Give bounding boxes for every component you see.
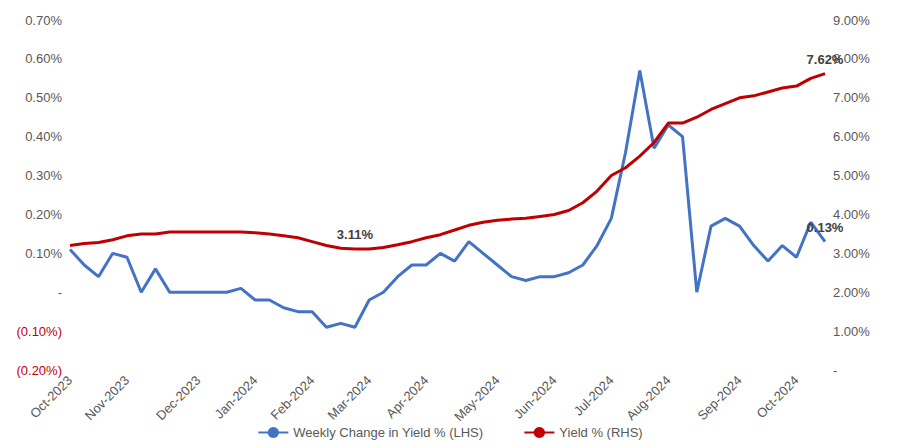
svg-text:7.00%: 7.00% — [833, 90, 870, 105]
svg-text:7.62%: 7.62% — [807, 52, 844, 67]
svg-text:Oct-2024: Oct-2024 — [753, 373, 801, 421]
svg-text:Jan-2024: Jan-2024 — [212, 373, 261, 422]
svg-text:Nov-2023: Nov-2023 — [82, 373, 132, 423]
svg-text:(0.10%): (0.10%) — [16, 324, 62, 339]
svg-text:0.20%: 0.20% — [25, 207, 62, 222]
svg-text:Weekly Change in Yield % (LHS): Weekly Change in Yield % (LHS) — [293, 425, 483, 440]
svg-text:0.10%: 0.10% — [25, 246, 62, 261]
svg-text:Oct-2023: Oct-2023 — [27, 373, 75, 421]
svg-text:Aug-2024: Aug-2024 — [623, 373, 673, 423]
svg-text:Jul-2024: Jul-2024 — [571, 373, 617, 419]
svg-text:1.00%: 1.00% — [833, 324, 870, 339]
svg-text:0.50%: 0.50% — [25, 90, 62, 105]
svg-text:Apr-2024: Apr-2024 — [383, 373, 431, 421]
svg-text:0.40%: 0.40% — [25, 129, 62, 144]
svg-text:9.00%: 9.00% — [833, 13, 870, 28]
svg-text:Jun-2024: Jun-2024 — [511, 373, 560, 422]
svg-text:8.00%: 8.00% — [833, 51, 870, 67]
svg-text:0.13%: 0.13% — [807, 220, 844, 235]
svg-text:4.00%: 4.00% — [833, 206, 870, 222]
svg-text:3.00%: 3.00% — [833, 246, 870, 261]
svg-text:(0.20%): (0.20%) — [16, 363, 62, 378]
svg-text:0.70%: 0.70% — [25, 13, 62, 28]
svg-text:2.00%: 2.00% — [833, 285, 870, 300]
svg-text:6.00%: 6.00% — [833, 129, 870, 144]
svg-text:0.30%: 0.30% — [25, 168, 62, 183]
svg-text:0.60%: 0.60% — [25, 51, 62, 66]
svg-text:Mar-2024: Mar-2024 — [325, 373, 375, 423]
svg-text:5.00%: 5.00% — [833, 168, 870, 183]
svg-text:May-2024: May-2024 — [451, 373, 502, 424]
svg-text:Sep-2024: Sep-2024 — [694, 373, 744, 423]
svg-text:-: - — [833, 363, 837, 378]
svg-text:Feb-2024: Feb-2024 — [268, 373, 318, 423]
svg-text:Dec-2023: Dec-2023 — [153, 373, 203, 423]
svg-text:-: - — [58, 285, 62, 300]
svg-text:3.11%: 3.11% — [337, 227, 374, 242]
svg-text:Yield % (RHS): Yield % (RHS) — [559, 425, 642, 440]
